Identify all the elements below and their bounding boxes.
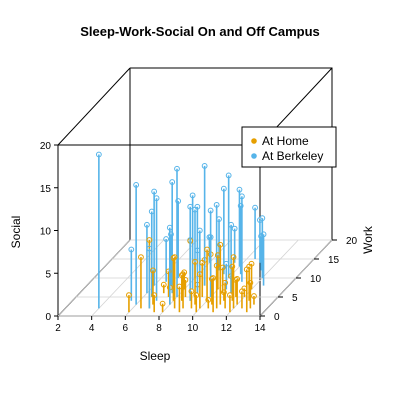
- x-tick-label: 14: [254, 323, 266, 334]
- chart-title: Sleep-Work-Social On and Off Campus: [80, 24, 320, 39]
- data-points: [96, 152, 265, 312]
- z-tick-label: 5: [45, 269, 51, 280]
- box-edge-tl: [58, 68, 130, 145]
- z-tick-label: 0: [45, 312, 51, 323]
- z-axis-label: Social: [9, 216, 23, 249]
- legend-label-home: At Home: [262, 134, 309, 148]
- y-tick-label: 10: [310, 274, 322, 285]
- legend-label-berkeley: At Berkeley: [262, 149, 323, 163]
- x-axis-label: Sleep: [140, 349, 171, 363]
- y-tick-label: 15: [328, 255, 340, 266]
- z-tick-label: 15: [40, 184, 52, 195]
- x-tick-label: 4: [89, 323, 95, 334]
- axis-ticks: 2 4 6 8 10 12 14 0 5 10 15 20 0 5 10 15 20: [40, 141, 358, 334]
- z-tick-label: 10: [40, 227, 52, 238]
- x-tick-label: 12: [221, 323, 233, 334]
- x-tick-label: 8: [156, 323, 162, 334]
- y-tick-label: 0: [274, 312, 280, 323]
- x-tick-label: 6: [123, 323, 129, 334]
- legend-marker-home: [251, 138, 257, 144]
- z-tick-label: 20: [40, 141, 52, 152]
- x-tick-label: 2: [55, 323, 61, 334]
- y-axis-label: Work: [361, 225, 375, 254]
- legend-marker-berkeley: [251, 153, 257, 159]
- y-tick-label: 5: [292, 293, 298, 304]
- y-tick-label: 20: [346, 236, 358, 247]
- x-tick-label: 10: [187, 323, 199, 334]
- legend: At Home At Berkeley: [242, 127, 336, 167]
- box-front: [58, 145, 260, 316]
